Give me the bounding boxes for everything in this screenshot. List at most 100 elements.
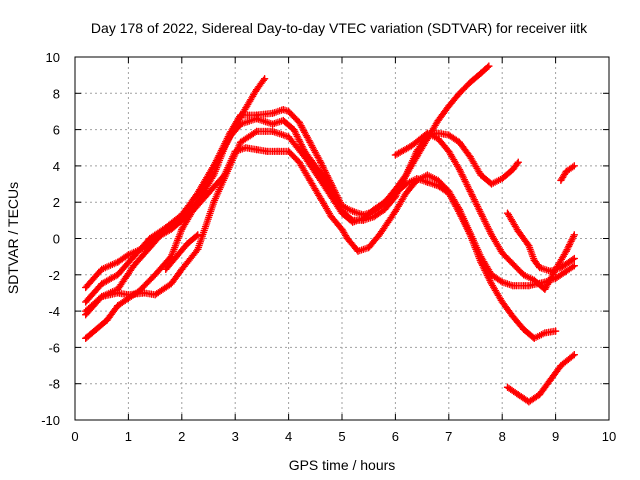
data-point <box>349 218 357 226</box>
data-point <box>295 118 303 126</box>
data-point <box>445 147 453 156</box>
data-point <box>82 283 90 292</box>
data-point <box>487 180 496 188</box>
data-point <box>487 271 496 279</box>
data-point <box>268 127 277 136</box>
data-point <box>487 280 496 288</box>
data-point <box>268 109 277 117</box>
data-point <box>466 153 474 161</box>
axis-ticks: 0 1 2 3 4 5 6 7 8 9 10 -10 -8 -6 -4 -2 0 2 4 6 8 10 <box>41 50 616 444</box>
data-point <box>146 234 154 243</box>
x-tick-label: 0 <box>71 429 78 444</box>
data-point <box>455 89 464 97</box>
data-point <box>210 162 218 170</box>
data-point <box>338 225 346 234</box>
data-point <box>391 189 400 197</box>
data-point <box>124 251 133 259</box>
data-point <box>194 231 202 239</box>
data-point <box>391 151 400 159</box>
data-point <box>546 376 554 384</box>
data-point <box>242 144 250 152</box>
y-tick-label: 2 <box>53 195 60 210</box>
data-point <box>370 213 378 221</box>
data-point <box>204 189 213 197</box>
data-point <box>381 205 389 214</box>
data-point <box>455 138 464 146</box>
chart-title: Day 178 of 2022, Sidereal Day-to-day VTE… <box>91 20 588 36</box>
data-point <box>349 207 357 215</box>
y-tick-label: -4 <box>48 304 60 319</box>
data-point <box>477 253 485 261</box>
data-point <box>503 383 512 391</box>
series-track-i <box>503 351 578 406</box>
y-tick-label: -8 <box>48 377 60 392</box>
data-point <box>124 294 133 303</box>
series-markers <box>503 351 578 406</box>
data-point <box>445 131 453 139</box>
data-point <box>306 138 314 146</box>
data-point <box>498 174 506 183</box>
data-point <box>231 147 239 156</box>
data-point <box>226 133 234 141</box>
data-point <box>252 115 261 123</box>
data-point <box>423 129 432 137</box>
data-point <box>466 229 474 237</box>
data-point <box>445 102 453 110</box>
data-point <box>284 133 293 141</box>
data-point <box>370 205 378 214</box>
data-point <box>413 176 421 185</box>
data-point <box>343 234 351 243</box>
data-point <box>98 265 106 274</box>
data-point <box>114 289 122 297</box>
data-point <box>114 302 122 310</box>
data-point <box>103 316 111 324</box>
data-point <box>434 176 442 185</box>
data-series <box>82 62 578 406</box>
data-point <box>130 253 138 261</box>
series-track-j <box>557 162 578 185</box>
data-point <box>279 116 287 125</box>
data-point <box>530 256 538 264</box>
series-track-h <box>503 209 578 275</box>
x-tick-label: 10 <box>602 429 616 444</box>
data-point <box>503 209 512 217</box>
data-point <box>570 351 578 359</box>
data-point <box>140 289 149 297</box>
data-point <box>455 165 464 174</box>
y-tick-label: -6 <box>48 340 60 355</box>
data-point <box>236 120 245 128</box>
data-point <box>423 171 432 179</box>
data-point <box>509 282 517 290</box>
series-track-f <box>162 231 202 274</box>
data-point <box>172 253 181 261</box>
data-point <box>354 247 362 255</box>
data-point <box>557 176 565 185</box>
data-point <box>509 165 517 174</box>
data-point <box>434 116 442 125</box>
data-point <box>455 205 464 214</box>
x-tick-label: 4 <box>285 429 292 444</box>
data-point <box>509 312 517 321</box>
data-point <box>434 135 442 143</box>
y-tick-label: 10 <box>46 50 60 65</box>
data-point <box>445 187 453 195</box>
data-point <box>551 327 560 335</box>
data-point <box>570 231 578 239</box>
data-point <box>498 298 506 306</box>
data-point <box>519 325 528 333</box>
data-point <box>242 104 250 112</box>
data-point <box>477 69 485 77</box>
data-point <box>135 287 143 295</box>
data-point <box>485 62 493 70</box>
data-point <box>210 198 218 206</box>
y-tick-label: 4 <box>53 159 60 174</box>
data-point <box>236 138 245 146</box>
data-point <box>557 361 565 370</box>
data-point <box>162 265 170 274</box>
x-tick-label: 1 <box>125 429 132 444</box>
data-point <box>487 231 496 239</box>
series-track-e <box>82 144 578 342</box>
data-point <box>98 292 106 301</box>
data-point <box>514 158 522 166</box>
data-point <box>477 171 485 179</box>
